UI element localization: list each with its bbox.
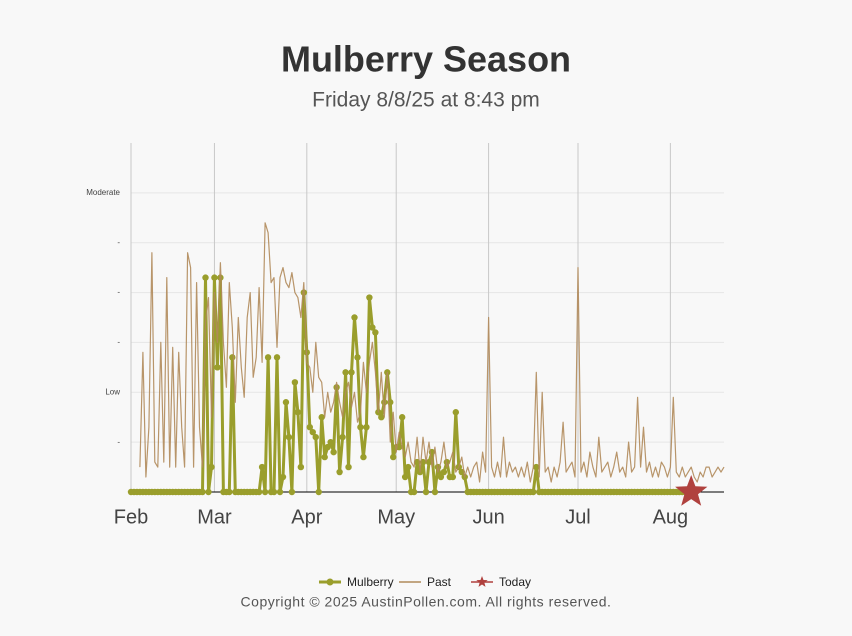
data-point — [449, 473, 457, 481]
data-point — [363, 423, 370, 431]
data-point — [530, 488, 537, 496]
legend-label: Today — [499, 575, 531, 589]
data-point — [264, 354, 272, 361]
x-tick-label: Mar — [197, 506, 232, 528]
data-point — [425, 458, 433, 466]
data-point — [431, 488, 439, 496]
data-point — [279, 473, 287, 481]
data-point — [452, 409, 460, 416]
data-point — [330, 448, 337, 456]
x-tick-label: May — [377, 506, 415, 528]
y-tick-label: Moderate — [86, 188, 120, 197]
data-point — [410, 488, 418, 496]
legend-symbol — [476, 576, 488, 587]
x-tick-label: Apr — [291, 506, 322, 528]
data-point — [381, 399, 388, 406]
data-point — [360, 453, 367, 461]
data-point — [372, 329, 379, 336]
y-tick-label: - — [117, 238, 120, 247]
data-point — [273, 354, 281, 361]
y-tick-label: Low — [105, 387, 120, 396]
x-tick-label: Feb — [114, 506, 148, 528]
data-point — [348, 369, 355, 376]
data-point — [351, 314, 358, 321]
y-tick-label: - — [117, 437, 120, 446]
data-point — [339, 433, 346, 441]
x-tick-label: Jun — [472, 506, 504, 528]
x-tick-label: Aug — [653, 506, 689, 528]
data-point — [297, 463, 305, 471]
data-point — [255, 488, 263, 496]
data-point — [288, 488, 296, 496]
data-point — [401, 473, 409, 481]
data-point — [533, 463, 540, 471]
data-point — [294, 409, 302, 416]
data-point — [208, 463, 215, 471]
legend-label: Mulberry — [347, 575, 394, 589]
data-point — [321, 453, 328, 461]
data-point — [315, 488, 322, 496]
data-point — [285, 433, 293, 441]
chart-title: Mulberry Season — [281, 39, 571, 80]
data-point — [312, 433, 319, 441]
data-point — [205, 488, 212, 496]
data-point — [342, 369, 349, 376]
data-point — [211, 274, 218, 281]
data-point — [390, 453, 397, 461]
data-point — [214, 364, 221, 371]
data-point — [378, 414, 385, 421]
data-point — [270, 488, 278, 496]
data-point — [345, 463, 352, 471]
data-point — [440, 468, 448, 476]
data-point — [422, 488, 430, 496]
data-point — [291, 379, 299, 386]
data-point — [318, 414, 325, 421]
today-marker — [675, 475, 708, 506]
y-tick-label: - — [117, 288, 120, 297]
data-point — [357, 423, 364, 431]
data-point — [199, 488, 206, 496]
data-point — [437, 473, 445, 481]
data-point — [336, 468, 343, 476]
past-line — [139, 222, 725, 483]
data-point — [276, 488, 284, 496]
data-point — [258, 463, 266, 471]
data-point — [354, 354, 361, 361]
data-point — [366, 294, 373, 301]
data-point — [229, 354, 236, 361]
data-point — [306, 423, 313, 431]
data-point — [324, 443, 331, 451]
legend-label: Past — [427, 575, 452, 589]
data-point — [202, 274, 209, 281]
x-tick-label: Jul — [565, 506, 591, 528]
legend-symbol — [326, 578, 334, 586]
data-point — [309, 428, 316, 436]
data-point — [404, 463, 412, 471]
data-point — [226, 488, 233, 496]
copyright: Copyright © 2025 AustinPollen.com. All r… — [241, 594, 612, 610]
y-tick-label: - — [117, 338, 120, 347]
data-point — [398, 414, 406, 421]
data-point — [369, 324, 376, 331]
data-point — [282, 399, 290, 406]
data-point — [261, 488, 269, 496]
chart-subtitle: Friday 8/8/25 at 8:43 pm — [312, 89, 540, 112]
data-point — [327, 438, 334, 446]
